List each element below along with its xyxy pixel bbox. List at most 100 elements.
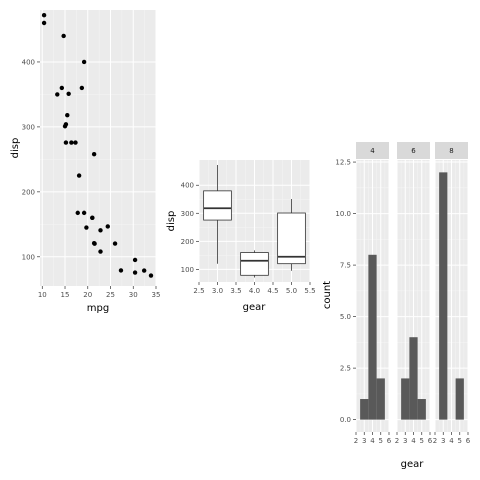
scatter-point [91,151,97,157]
box-y-tick-label: 200 [181,238,194,246]
scatter-point [141,268,147,273]
histogram-facet-4: 42 3 4 5 6 [354,142,392,445]
scatter-y-axis-title: disp [10,138,21,159]
box-x-tick-label: 4.0 [249,287,260,295]
histogram-x-tick-label: 4 [411,437,416,445]
scatter-point [79,85,85,91]
scatter-point [61,33,66,39]
scatter-chart: 10 15 20 25 30 35 100 200 300 400 mpg disp [10,10,160,314]
scatter-x-tick-label: 20 [83,291,92,299]
histogram-bar [401,378,410,420]
scatter-y-tick-label: 100 [22,253,35,261]
scatter-point [63,140,69,145]
histogram-x-tick-label: 4 [370,437,375,445]
histogram-x-tick-label: 2 [395,437,399,445]
histogram-bar [409,337,418,420]
histogram-x-tick-label: 3 [403,437,407,445]
histogram-y-axis-title: count [322,281,333,309]
scatter-point [75,210,80,216]
box-y-axis-title: disp [166,211,177,232]
scatter-x-tick-label: 15 [61,291,70,299]
histogram-bar [455,378,464,420]
histogram-bar [376,378,385,420]
histogram-x-tick-label: 6 [466,437,471,445]
scatter-y-tick-label: 300 [22,123,35,131]
histogram-y-tick-label: 2.5 [340,365,351,373]
scatter-point [105,224,110,229]
scatter-point [132,270,138,275]
histogram-facet-6: 62 3 4 5 6 [395,142,433,445]
histogram-bar [360,399,369,420]
box-x-tick-label: 3.0 [212,287,223,295]
histogram-x-tick-label: 5 [458,437,462,445]
scatter-point [65,113,70,118]
scatter-y-tick-label: 400 [22,58,35,66]
scatter-point [84,225,89,230]
facet-strip-label: 8 [449,147,453,155]
box-iqr-rect [277,212,306,265]
box-y-tick-label: 100 [181,266,194,274]
histogram-x-tick-label: 5 [379,437,383,445]
box-x-axis-title: gear [243,302,267,313]
facet-strip [356,142,389,159]
histogram-bar [417,399,426,420]
facet-strip [397,142,430,159]
box-x-tick-label: 4.5 [267,287,278,295]
scatter-point [90,215,95,221]
histogram-facet-8: 8 2 3 4 5 6 [433,142,471,445]
scatter-point [112,241,118,246]
facet-strip-label: 6 [411,147,416,155]
box-x-tick-label: 2.5 [193,287,204,295]
scatter-point [98,249,103,254]
histogram-x-tick-label: 2 [433,437,437,445]
scatter-point [62,124,68,129]
histogram-x-tick-label: 3 [362,437,366,445]
histogram-y-tick-label: 7.5 [340,262,351,270]
box-iqr-rect [203,190,232,221]
histogram-y-tick-label: 10.0 [335,210,351,218]
scatter-point [41,20,47,26]
scatter-y-tick-label: 200 [22,188,35,196]
histogram-y-tick-label: 12.5 [335,159,351,167]
histogram-x-tick-label: 5 [420,437,424,445]
histogram-x-axis-title: gear [401,459,425,470]
box-y-tick-label: 300 [181,210,194,218]
scatter-point [55,92,60,97]
facet-strip-label: 4 [370,147,375,155]
scatter-point [69,140,74,145]
scatter-point [91,240,97,246]
histogram-bar [439,172,448,420]
facet-strip [435,142,468,159]
histogram-y-tick-label: 0.0 [340,416,351,424]
scatter-point [41,12,47,18]
scatter-point [66,91,71,96]
scatter-point [76,173,82,178]
box-x-tick-label: 5.0 [286,287,297,295]
scatter-point [81,210,87,216]
histogram-bar [368,254,377,420]
box-x-tick-label: 5.5 [304,287,315,295]
histogram-chart: 42 3 4 5 662 3 4 5 682 3 4 5 6 0.02.55.07.510.012.5 … [322,142,471,470]
scatter-x-tick-label: 25 [106,291,115,299]
scatter-point [118,268,124,273]
scatter-point [132,257,138,263]
box-iqr-rect [240,252,269,276]
histogram-x-tick-label: 2 [354,437,358,445]
box-y-tick-label: 400 [181,182,194,190]
scatter-point [148,273,154,278]
scatter-point [73,140,78,145]
scatter-x-tick-label: 30 [129,291,138,299]
scatter-point [98,228,103,233]
scatter-x-tick-label: 35 [152,291,161,299]
scatter-panel-background [40,10,156,286]
histogram-x-tick-label: 4 [449,437,454,445]
box-x-tick-label: 3.5 [230,287,241,295]
histogram-x-tick-label: 6 [428,437,433,445]
histogram-x-tick-label: 6 [387,437,392,445]
scatter-x-axis-title: mpg [87,303,109,314]
scatter-point [59,85,65,91]
histogram-y-tick-label: 5.0 [340,313,351,321]
scatter-point [81,59,87,65]
